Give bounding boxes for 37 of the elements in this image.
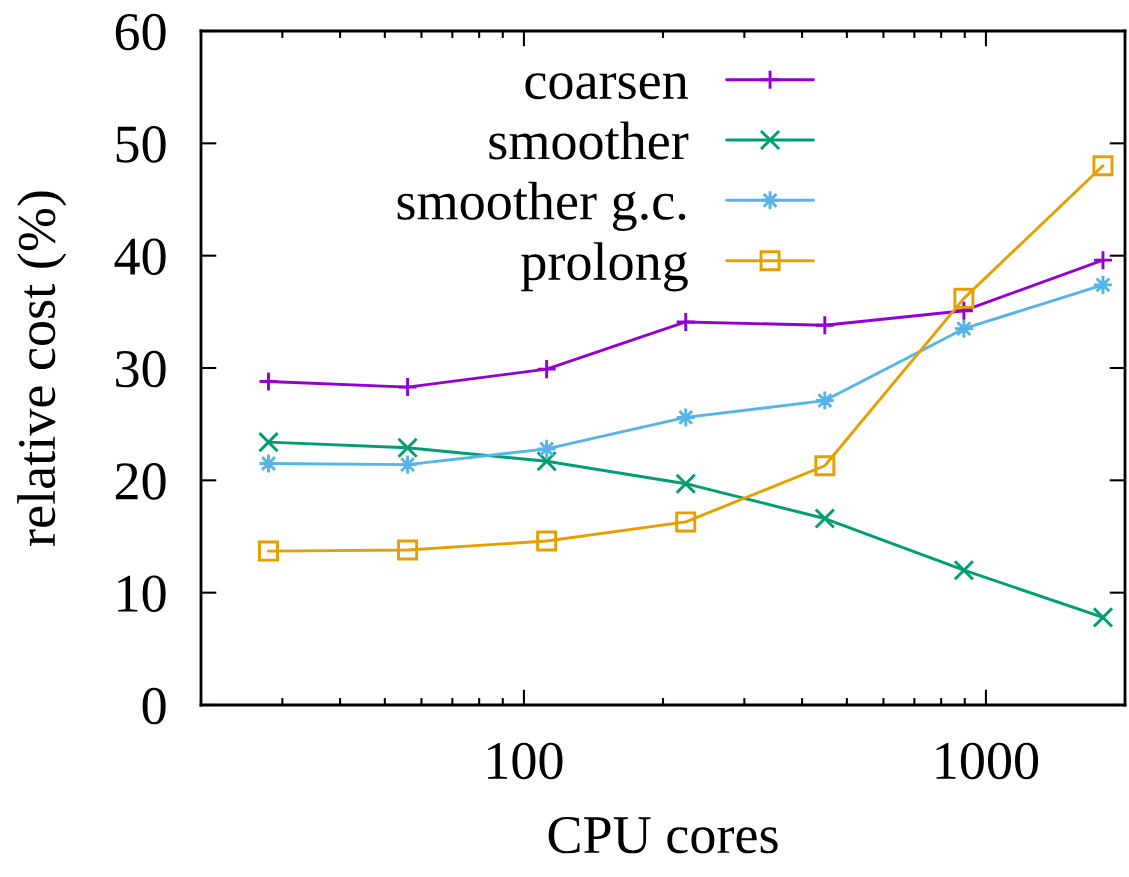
- point: [675, 311, 697, 333]
- y-tick-label: 40: [114, 238, 166, 275]
- legend-label: smoother: [489, 121, 689, 160]
- y-tick-label: 60: [115, 13, 166, 51]
- point: [814, 455, 836, 477]
- y-tick-label: 20: [115, 463, 166, 500]
- legend-label: smoother g.c.: [397, 181, 686, 231]
- x-tick-label: 1000: [936, 742, 1039, 780]
- point: [536, 450, 558, 472]
- legend-label: coarsen: [525, 73, 688, 100]
- point: [258, 540, 279, 562]
- y-tick-label: 50: [116, 126, 166, 163]
- point: [953, 559, 975, 581]
- y-tick-label: 0: [142, 687, 166, 725]
- point: [953, 300, 975, 322]
- y-tick-label: 10: [118, 575, 166, 612]
- legend-label: prolong: [521, 242, 688, 292]
- y-axis-title: relative cost (%): [17, 191, 67, 546]
- point: [1092, 155, 1114, 177]
- point: [675, 511, 697, 533]
- point: [953, 287, 975, 309]
- point: [675, 473, 697, 495]
- point: [536, 358, 558, 380]
- y-tick-label: 30: [116, 350, 166, 388]
- point: [258, 453, 279, 474]
- point: [1092, 249, 1114, 271]
- point: [814, 508, 836, 530]
- point: [397, 376, 419, 398]
- point: [258, 431, 279, 453]
- point: [536, 530, 558, 552]
- x-tick-label: 100: [488, 742, 563, 780]
- point: [397, 437, 419, 459]
- point: [258, 370, 279, 392]
- point: [1092, 606, 1114, 628]
- point: [397, 539, 419, 561]
- point: [814, 314, 836, 336]
- x-axis-title: CPU cores: [548, 816, 778, 854]
